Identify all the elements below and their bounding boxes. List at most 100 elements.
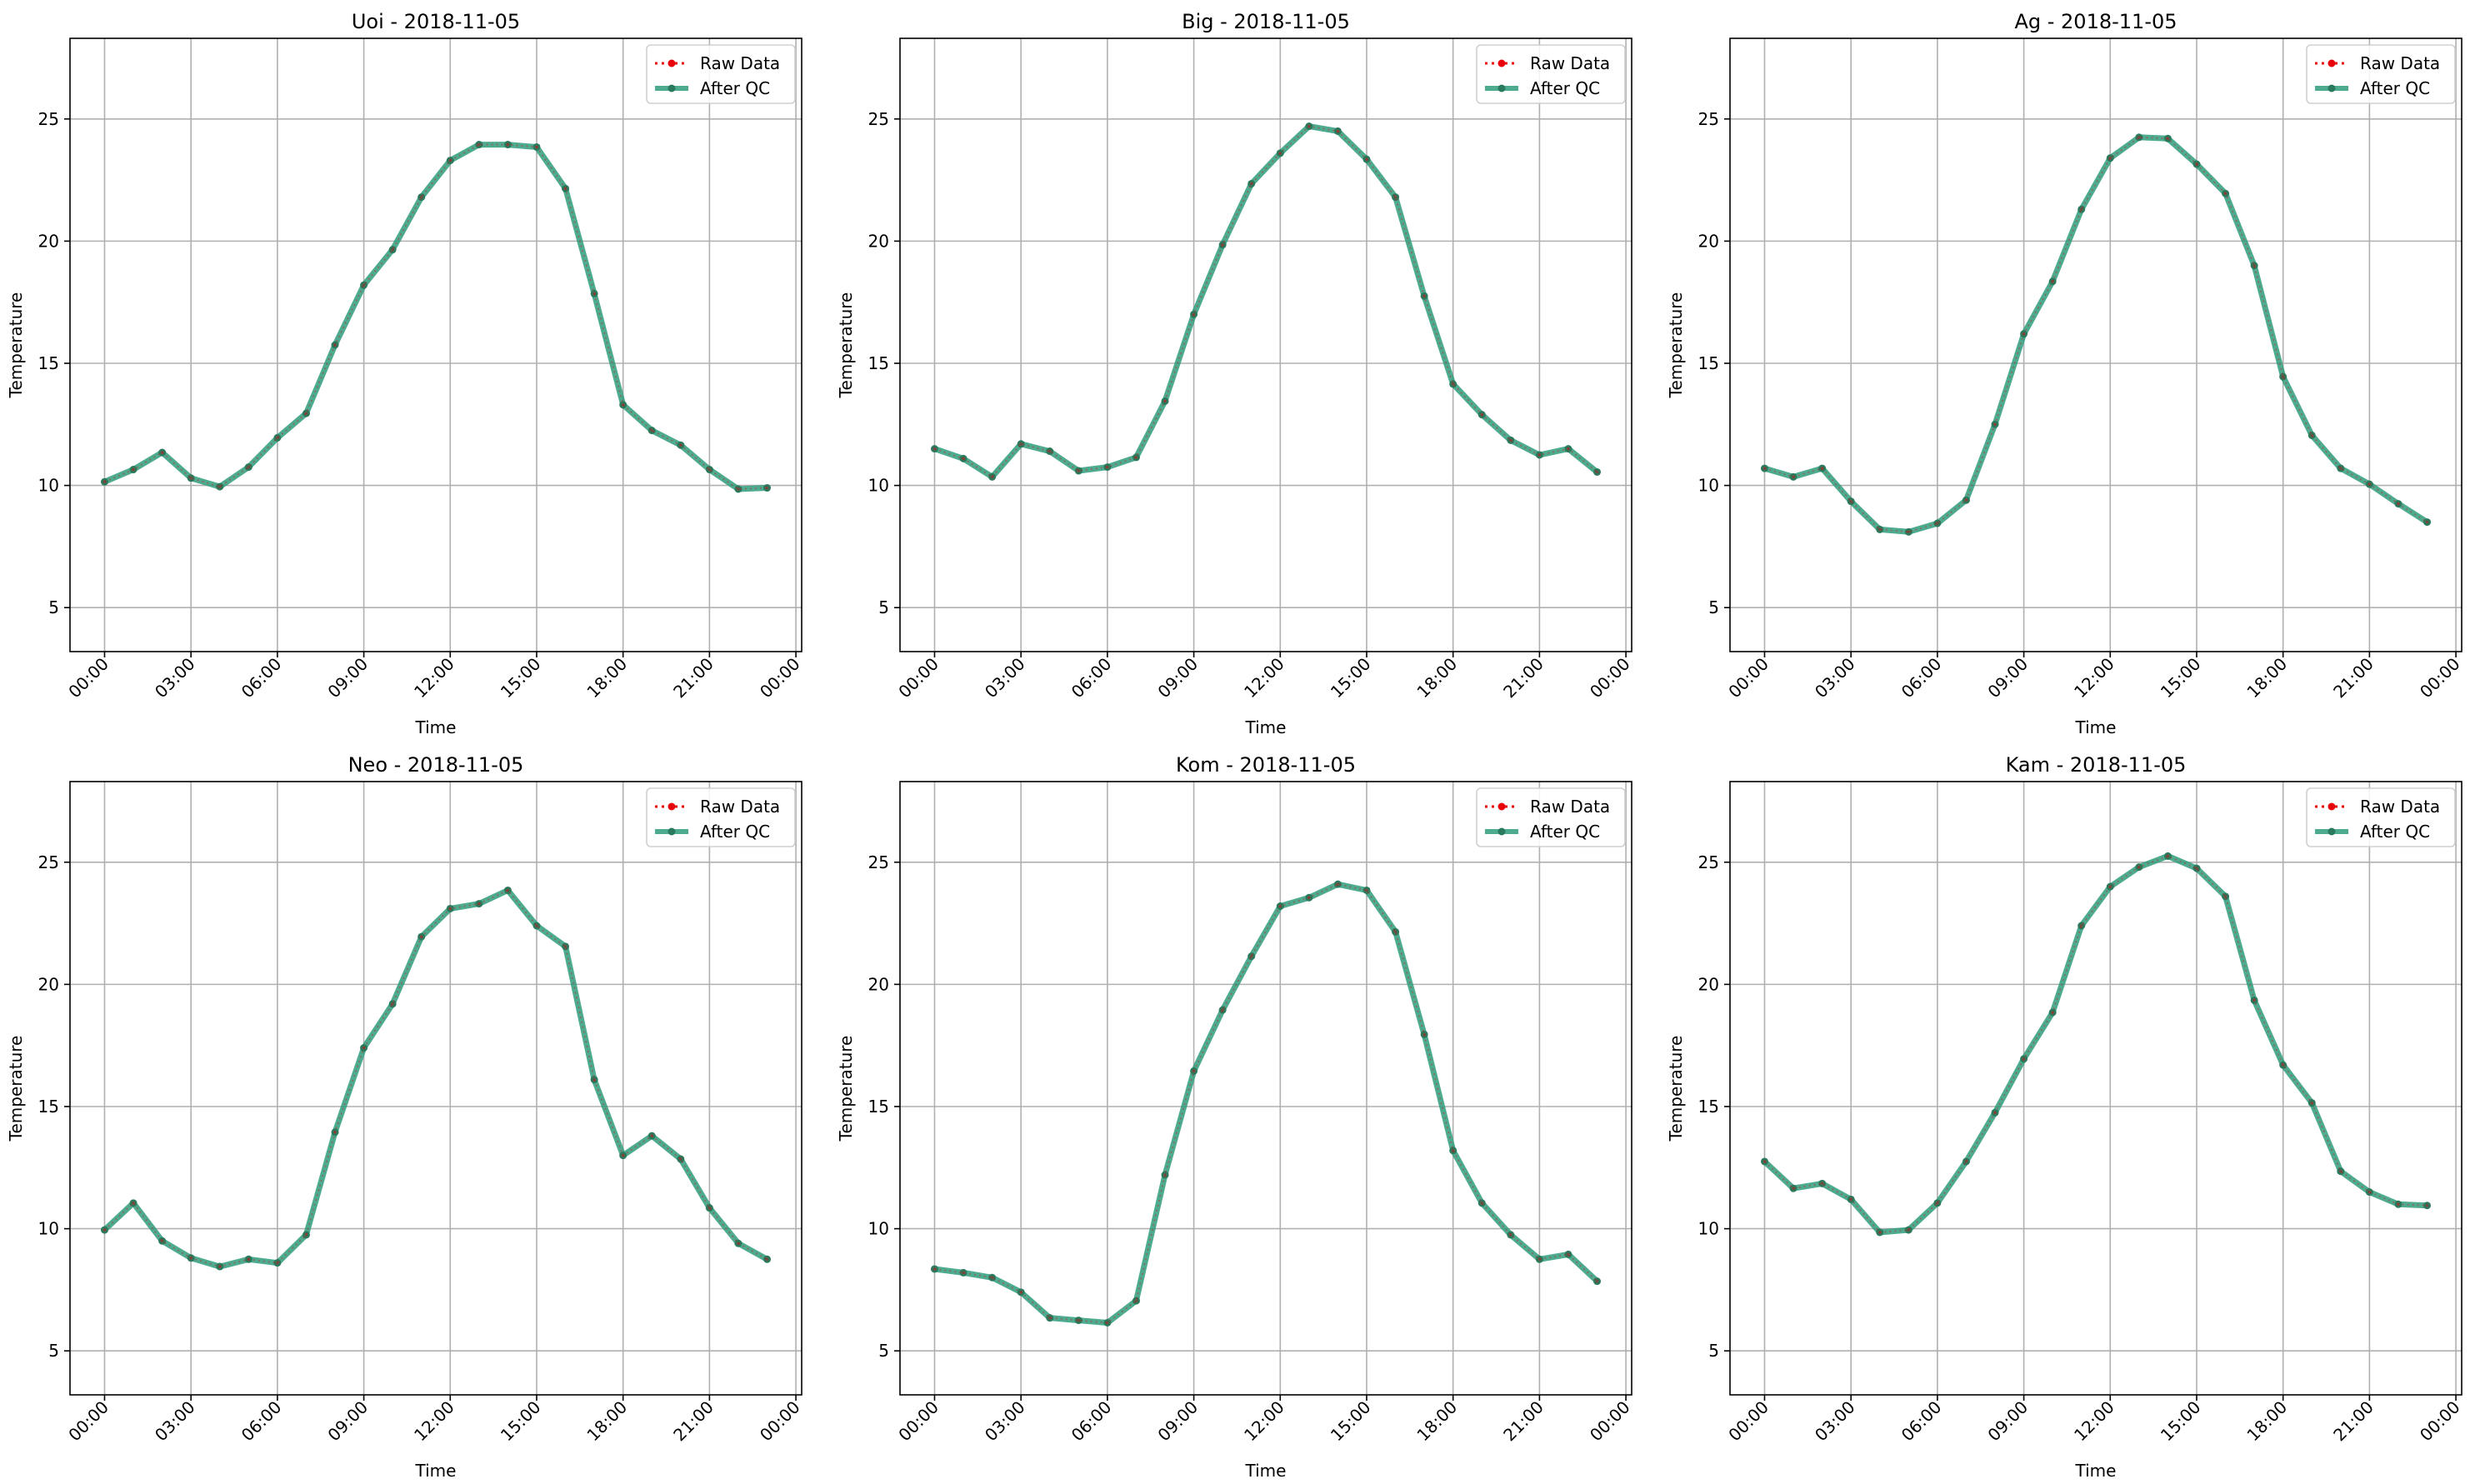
chart-title: Kom - 2018-11-05	[1176, 753, 1356, 777]
point-raw	[333, 343, 338, 347]
point-raw	[448, 907, 452, 911]
legend-label-after-qc: After QC	[1530, 78, 1600, 98]
point-raw	[1422, 1032, 1427, 1037]
x-tick-label: 00:00	[756, 654, 804, 702]
point-after-qc	[2020, 1055, 2028, 1063]
point-after-qc	[1760, 1157, 1768, 1166]
point-after-qc	[1564, 1250, 1572, 1258]
point-after-qc	[216, 482, 224, 491]
point-after-qc	[475, 900, 483, 908]
point-after-qc	[988, 472, 997, 481]
point-raw	[132, 1201, 136, 1205]
y-tick-label: 20	[1698, 974, 1719, 994]
point-raw	[2051, 1011, 2055, 1015]
point-after-qc	[2308, 1099, 2316, 1107]
point-raw	[2194, 162, 2198, 167]
point-raw	[1105, 1321, 1109, 1325]
point-after-qc	[1818, 464, 1827, 472]
legend-marker-raw	[1498, 59, 1506, 67]
x-tick-label: 18:00	[2242, 1397, 2291, 1446]
point-raw	[102, 480, 107, 484]
point-raw	[1278, 151, 1282, 155]
legend: Raw Data After QC	[646, 787, 796, 847]
x-tick-label: 15:00	[1327, 654, 1375, 702]
series-line-raw	[103, 889, 768, 1268]
point-raw	[932, 1267, 937, 1271]
point-raw	[2425, 520, 2429, 524]
point-raw	[932, 447, 937, 451]
point-raw	[218, 1265, 222, 1269]
point-raw	[2166, 137, 2170, 141]
axes-frame	[899, 781, 1632, 1396]
point-raw	[2310, 1101, 2314, 1105]
point-after-qc	[2078, 922, 2086, 930]
point-raw	[765, 486, 769, 490]
point-after-qc	[705, 466, 713, 474]
chart-title: Big - 2018-11-05	[1182, 10, 1350, 33]
point-after-qc	[158, 448, 167, 457]
point-after-qc	[2279, 372, 2288, 381]
point-raw	[477, 142, 481, 147]
point-raw	[1964, 1159, 1968, 1163]
point-after-qc	[2135, 133, 2143, 142]
point-after-qc	[1789, 1184, 1798, 1192]
series-line-after-qc	[102, 887, 770, 1270]
point-after-qc	[503, 141, 512, 149]
point-raw	[1364, 888, 1368, 892]
y-tick-label: 25	[1698, 852, 1719, 872]
point-after-qc	[1847, 1195, 1855, 1203]
subplot-4: 5 10 15 20 25 00:00 03:00 06:00 09:00 12:00 15:00 1…	[6, 753, 804, 1481]
point-after-qc	[1535, 451, 1543, 459]
point-raw	[1393, 195, 1398, 199]
point-raw	[1307, 896, 1311, 900]
point-raw	[621, 1153, 625, 1157]
point-after-qc	[388, 1000, 397, 1008]
y-tick-label: 5	[48, 1341, 59, 1361]
point-raw	[477, 902, 481, 906]
point-raw	[1964, 498, 1968, 502]
x-axis-label: Time	[415, 1461, 457, 1481]
point-after-qc	[1305, 122, 1313, 131]
point-after-qc	[2106, 154, 2114, 162]
point-after-qc	[1333, 127, 1342, 135]
point-after-qc	[959, 454, 968, 462]
point-raw	[189, 476, 193, 480]
point-raw	[2252, 263, 2257, 267]
x-tick-label: 06:00	[1068, 654, 1116, 702]
x-tick-label: 09:00	[1983, 654, 2032, 702]
point-raw	[1849, 1197, 1853, 1202]
point-after-qc	[1818, 1179, 1827, 1187]
point-after-qc	[590, 1076, 598, 1084]
x-tick-label: 00:00	[1724, 654, 1772, 702]
y-axis-label: Temperature	[6, 292, 26, 399]
point-raw	[1221, 242, 1225, 247]
point-after-qc	[2308, 431, 2316, 439]
point-after-qc	[100, 1226, 108, 1234]
point-after-qc	[2423, 518, 2432, 527]
point-raw	[2137, 135, 2141, 139]
legend-marker-after-qc	[668, 827, 676, 836]
x-tick-label: 09:00	[1153, 1397, 1202, 1446]
x-tick-label: 06:00	[238, 654, 286, 702]
point-after-qc	[2222, 189, 2230, 197]
legend-marker-raw	[2328, 59, 2336, 67]
legend-marker-raw	[668, 802, 676, 811]
point-raw	[736, 1242, 740, 1246]
series-line-after-qc	[1762, 852, 2430, 1236]
chart-title: Uoi - 2018-11-05	[352, 10, 520, 33]
x-tick-label: 12:00	[410, 654, 458, 702]
point-raw	[1364, 157, 1368, 162]
point-raw	[1192, 1069, 1196, 1073]
point-after-qc	[1789, 472, 1798, 481]
point-after-qc	[2337, 1167, 2345, 1176]
point-raw	[1595, 1279, 1599, 1283]
point-after-qc	[446, 157, 454, 165]
y-tick-label: 10	[38, 1219, 59, 1239]
x-tick-label: 00:00	[2416, 1397, 2464, 1446]
point-raw	[1480, 1201, 1484, 1205]
point-after-qc	[1507, 436, 1515, 444]
point-after-qc	[187, 474, 195, 482]
point-raw	[1480, 412, 1484, 417]
y-axis-label: Temperature	[1666, 1036, 1686, 1142]
